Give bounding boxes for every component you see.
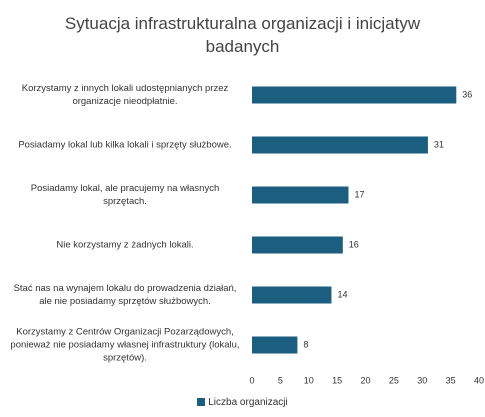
value-label: 31 [434,139,444,149]
value-label: 16 [349,239,359,249]
x-tick-label: 0 [249,375,254,385]
bar [252,136,428,154]
bar [252,336,298,354]
y-tick-label: Posiadamy lokal lub kilka lokali i sprzę… [18,139,232,151]
y-tick-label: Nie korzystamy z żadnych lokali. [56,239,194,251]
y-tick-label: Korzystamy z innych lokali udostępnianyc… [21,83,229,107]
legend: Liczba organizacji [0,397,485,408]
x-tick-label: 5 [278,375,283,385]
x-tick-label: 35 [446,375,456,385]
bar [252,236,343,254]
y-tick-label: Stać nas na wynajem lokalu do prowadzeni… [13,283,237,307]
y-tick-label: Posiadamy lokal, ale pracujemy na własny… [30,183,220,207]
x-tick-label: 30 [417,375,427,385]
x-tick-label: 15 [332,375,342,385]
value-label: 14 [337,289,347,299]
x-tick-label: 20 [360,375,370,385]
chart-title: Sytuacja infrastrukturalna organizacji i… [64,14,421,56]
x-tick-label: 40 [474,375,484,385]
value-label: 17 [354,189,364,199]
bar [252,86,457,104]
x-tick-label: 25 [389,375,399,385]
x-tick-label: 10 [304,375,314,385]
bar [252,286,332,304]
y-tick-label: Korzystamy z Centrów Organizacji Pozarzą… [10,326,240,364]
legend-label: Liczba organizacji [208,397,288,408]
legend-swatch [197,398,206,406]
value-label: 8 [303,339,308,349]
value-label: 36 [462,89,472,99]
bar [252,186,349,204]
